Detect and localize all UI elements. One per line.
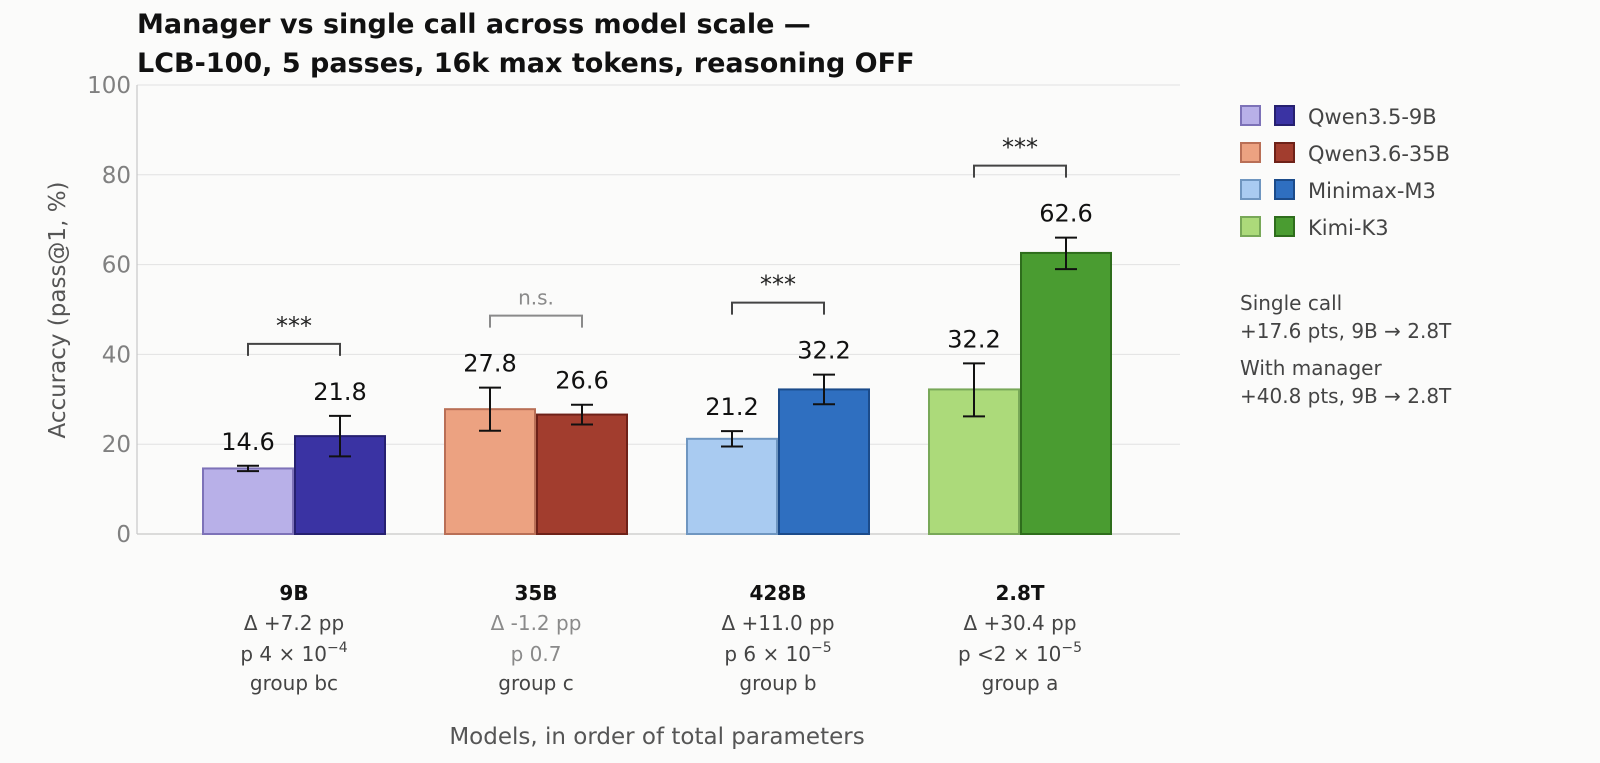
legend-swatch-single <box>1240 142 1261 163</box>
category-label: 2.8T <box>995 581 1044 605</box>
note-label: With manager <box>1240 356 1382 380</box>
legend-label: Minimax-M3 <box>1308 179 1436 203</box>
bar-single <box>202 467 294 536</box>
delta-label: Δ +11.0 pp <box>721 611 834 635</box>
chart-title-line-2: LCB-100, 5 passes, 16k max tokens, reaso… <box>137 48 915 79</box>
bar-value-label: 26.6 <box>555 367 608 395</box>
p-value-label: p <2 × 10−5 <box>958 640 1082 666</box>
y-axis-label: Accuracy (pass@1, %) <box>45 181 71 438</box>
delta-label: Δ +7.2 pp <box>244 611 344 635</box>
bar-single <box>928 388 1020 535</box>
bar-manager <box>778 388 870 535</box>
bar-value-label: 21.2 <box>705 393 758 421</box>
bar-value-label: 62.6 <box>1039 200 1092 228</box>
significance-bracket <box>731 301 825 315</box>
chart-title: Manager vs single call across model scal… <box>137 9 915 79</box>
bar-value-label: 32.2 <box>947 325 1000 353</box>
group-label: group b <box>739 671 816 695</box>
bar-value-label: 21.8 <box>313 378 366 406</box>
significance-marker: *** <box>760 271 796 299</box>
group-label: group bc <box>250 671 338 695</box>
significance-bracket <box>247 342 341 356</box>
legend-swatch-manager <box>1274 142 1295 163</box>
delta-label: Δ -1.2 pp <box>491 611 582 635</box>
legend-swatch-single <box>1240 179 1261 200</box>
legend-swatch-single <box>1240 216 1261 237</box>
bar-value-label: 27.8 <box>463 350 516 378</box>
significance-marker: n.s. <box>518 286 554 310</box>
significance-marker: *** <box>276 312 312 340</box>
chart-title-line-1: Manager vs single call across model scal… <box>137 9 811 40</box>
group-label: group c <box>498 671 573 695</box>
category-label: 9B <box>279 581 308 605</box>
bar-manager <box>536 413 628 536</box>
error-bars <box>237 236 1077 473</box>
significance-bracket <box>489 314 583 328</box>
legend-swatch-manager <box>1274 105 1295 126</box>
bar-value-labels: 14.6 21.8 27.8 26.6 21.2 32.2 32.2 62.6 <box>221 200 1092 456</box>
p-value-label: p 4 × 10−4 <box>240 640 347 666</box>
significance-bracket <box>973 164 1067 178</box>
note-value: +17.6 pts, 9B → 2.8T <box>1240 319 1452 343</box>
delta-label: Δ +30.4 pp <box>963 611 1076 635</box>
bar-value-label: 32.2 <box>797 337 850 365</box>
bar-manager <box>1020 251 1112 535</box>
annotation-notes: Single call +17.6 pts, 9B → 2.8T With mana… <box>1240 291 1452 408</box>
group-label: group a <box>982 671 1059 695</box>
y-axis-ticks: 0 20 40 60 80 100 <box>87 73 131 548</box>
y-tick-label: 80 <box>102 163 131 189</box>
legend-label: Kimi-K3 <box>1308 216 1389 240</box>
y-tick-label: 0 <box>116 522 131 548</box>
y-tick-label: 100 <box>87 73 131 99</box>
legend: Qwen3.5-9B Qwen3.6-35B Minimax-M3 Kimi-K3 <box>1240 105 1450 240</box>
legend-label: Qwen3.5-9B <box>1308 105 1437 129</box>
y-tick-label: 60 <box>102 253 131 279</box>
significance-marker: *** <box>1002 134 1038 162</box>
category-label: 35B <box>514 581 557 605</box>
bar-value-label: 14.6 <box>221 428 274 456</box>
note-label: Single call <box>1240 291 1342 315</box>
p-value-label: p 6 × 10−5 <box>724 640 831 666</box>
legend-label: Qwen3.6-35B <box>1308 142 1450 166</box>
legend-swatch-manager <box>1274 179 1295 200</box>
category-label: 428B <box>750 581 807 605</box>
x-axis-label: Models, in order of total parameters <box>449 724 864 750</box>
note-value: +40.8 pts, 9B → 2.8T <box>1240 384 1452 408</box>
legend-swatch-manager <box>1274 216 1295 237</box>
legend-swatch-single <box>1240 105 1261 126</box>
y-tick-label: 40 <box>102 342 131 368</box>
p-value-label: p 0.7 <box>511 642 562 666</box>
y-tick-label: 20 <box>102 432 131 458</box>
bar-single <box>686 437 778 536</box>
category-labels: 9B Δ +7.2 pp p 4 × 10−4 group bc 35B Δ -1.2 p… <box>240 581 1082 695</box>
significance-brackets: *** n.s. *** *** <box>247 134 1067 356</box>
